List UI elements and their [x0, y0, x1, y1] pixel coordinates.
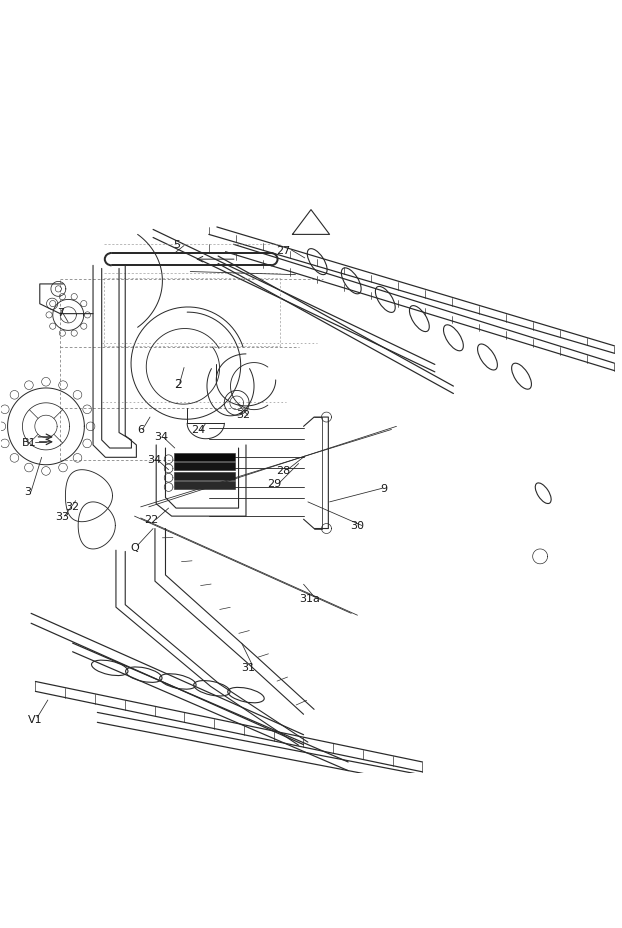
Text: 31: 31 — [241, 662, 255, 672]
Text: 24: 24 — [191, 425, 205, 435]
Text: 5: 5 — [173, 239, 180, 250]
Text: 9: 9 — [381, 483, 388, 494]
Text: 7: 7 — [57, 307, 64, 317]
Text: 34: 34 — [147, 454, 161, 464]
Bar — [174, 463, 236, 470]
Text: 22: 22 — [144, 515, 159, 524]
Text: 34: 34 — [154, 432, 168, 442]
Text: V1: V1 — [28, 714, 43, 724]
Text: 6: 6 — [137, 425, 144, 435]
Text: 31a: 31a — [299, 594, 320, 604]
Text: 29: 29 — [267, 479, 281, 489]
Text: Q: Q — [130, 543, 139, 552]
Text: 3: 3 — [24, 487, 31, 496]
Text: 27: 27 — [276, 246, 290, 255]
Text: 32: 32 — [236, 409, 250, 419]
Text: 28: 28 — [276, 465, 290, 475]
Text: 33: 33 — [55, 511, 69, 522]
Bar — [174, 454, 236, 461]
Text: 2: 2 — [174, 377, 182, 390]
Bar — [174, 482, 236, 489]
Text: 30: 30 — [350, 521, 364, 531]
Text: B1: B1 — [22, 437, 37, 447]
Text: 32: 32 — [65, 501, 80, 511]
Bar — [174, 472, 236, 480]
